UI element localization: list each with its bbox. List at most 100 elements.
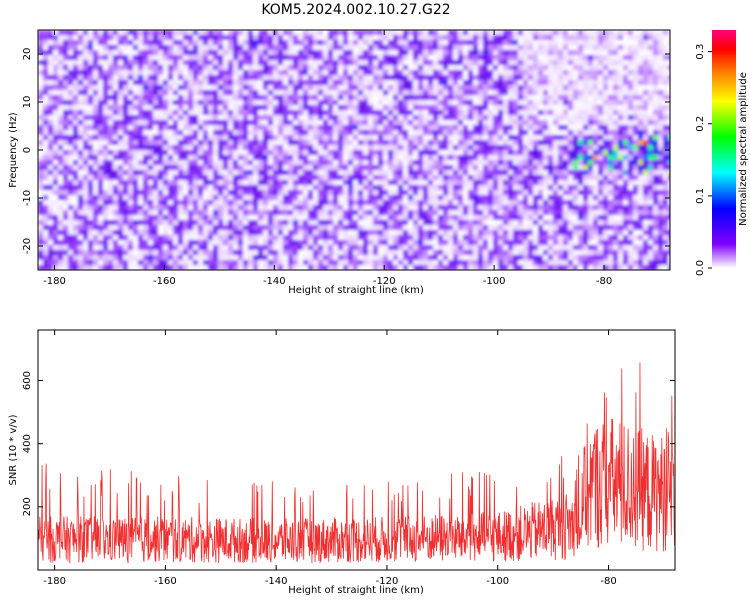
heatmap-cell (598, 50, 604, 56)
heatmap-cell (213, 170, 219, 176)
heatmap-cell (293, 50, 299, 56)
heatmap-cell (123, 90, 129, 96)
heatmap-cell (638, 110, 644, 116)
heatmap-cell (68, 115, 74, 121)
heatmap-cell (68, 210, 74, 216)
heatmap-cell (223, 85, 229, 91)
heatmap-cell (208, 125, 214, 131)
heatmap-cell (653, 30, 659, 36)
heatmap-cell (513, 115, 519, 121)
heatmap-cell (653, 210, 659, 216)
heatmap-cell (658, 70, 664, 76)
heatmap-cell (173, 220, 179, 226)
heatmap-cell (248, 195, 254, 201)
heatmap-cell (423, 180, 429, 186)
heatmap-cell (463, 200, 469, 206)
heatmap-cell (233, 160, 239, 166)
heatmap-cell (268, 85, 274, 91)
heatmap-cell (648, 40, 654, 46)
heatmap-cell (318, 125, 324, 131)
heatmap-cell (48, 200, 54, 206)
heatmap-cell (593, 135, 599, 141)
heatmap-cell (453, 75, 459, 81)
heatmap-cell (188, 70, 194, 76)
heatmap-cell (303, 45, 309, 51)
heatmap-cell (38, 210, 44, 216)
heatmap-cell (63, 195, 69, 201)
heatmap-cell (593, 45, 599, 51)
heatmap-cell (548, 140, 554, 146)
heatmap-cell (633, 170, 639, 176)
heatmap-cell (523, 75, 529, 81)
heatmap-cell (508, 120, 514, 126)
heatmap-cell (118, 40, 124, 46)
heatmap-cell (173, 75, 179, 81)
heatmap-cell (483, 60, 489, 66)
heatmap-cell (328, 215, 334, 221)
heatmap-cell (508, 210, 514, 216)
heatmap-cell (573, 110, 579, 116)
heatmap-cell (648, 115, 654, 121)
heatmap-cell (488, 85, 494, 91)
heatmap-cell (153, 210, 159, 216)
heatmap-cell (613, 100, 619, 106)
heatmap-cell (303, 195, 309, 201)
heatmap-cell (178, 185, 184, 191)
heatmap-cell (123, 155, 129, 161)
heatmap-cell (53, 225, 59, 231)
heatmap-cell (218, 190, 224, 196)
heatmap-cell (188, 115, 194, 121)
heatmap-cell (518, 165, 524, 171)
heatmap-cell (358, 110, 364, 116)
heatmap-cell (268, 160, 274, 166)
heatmap-cell (298, 35, 304, 41)
heatmap-cell (333, 200, 339, 206)
heatmap-cell (53, 215, 59, 221)
heatmap-cell (283, 60, 289, 66)
heatmap-cell (313, 110, 319, 116)
heatmap-cell (93, 145, 99, 151)
heatmap-cell (568, 135, 574, 141)
heatmap-cell (163, 80, 169, 86)
heatmap-cell (268, 110, 274, 116)
heatmap-cell (628, 40, 634, 46)
heatmap-cell (533, 185, 539, 191)
heatmap-cell (648, 220, 654, 226)
heatmap-cell (223, 40, 229, 46)
heatmap-cell (433, 175, 439, 181)
heatmap-cell (323, 205, 329, 211)
heatmap-cell (493, 170, 499, 176)
heatmap-cell (368, 50, 374, 56)
heatmap-cell (573, 115, 579, 121)
heatmap-cell (153, 55, 159, 61)
heatmap-cell (413, 155, 419, 161)
heatmap-cell (38, 60, 44, 66)
heatmap-cell (618, 195, 624, 201)
heatmap-cell (333, 75, 339, 81)
heatmap-cell (638, 80, 644, 86)
heatmap-cell (108, 95, 114, 101)
heatmap-cell (288, 30, 294, 36)
heatmap-cell (78, 165, 84, 171)
heatmap-cell (603, 140, 609, 146)
heatmap-cell (143, 65, 149, 71)
heatmap-cell (633, 190, 639, 196)
heatmap-cell (388, 70, 394, 76)
heatmap-cell (198, 140, 204, 146)
heatmap-cell (558, 175, 564, 181)
heatmap-cell (263, 45, 269, 51)
heatmap-cell (618, 30, 624, 36)
heatmap-cell (378, 160, 384, 166)
heatmap-cell (183, 205, 189, 211)
heatmap-cell (203, 60, 209, 66)
heatmap-cell (78, 200, 84, 206)
heatmap-cell (193, 110, 199, 116)
heatmap-cell (398, 100, 404, 106)
heatmap-cell (493, 140, 499, 146)
heatmap-cell (223, 65, 229, 71)
heatmap-cell (128, 80, 134, 86)
heatmap-cell (653, 40, 659, 46)
heatmap-cell (263, 195, 269, 201)
heatmap-cell (303, 120, 309, 126)
heatmap-cell (473, 125, 479, 131)
